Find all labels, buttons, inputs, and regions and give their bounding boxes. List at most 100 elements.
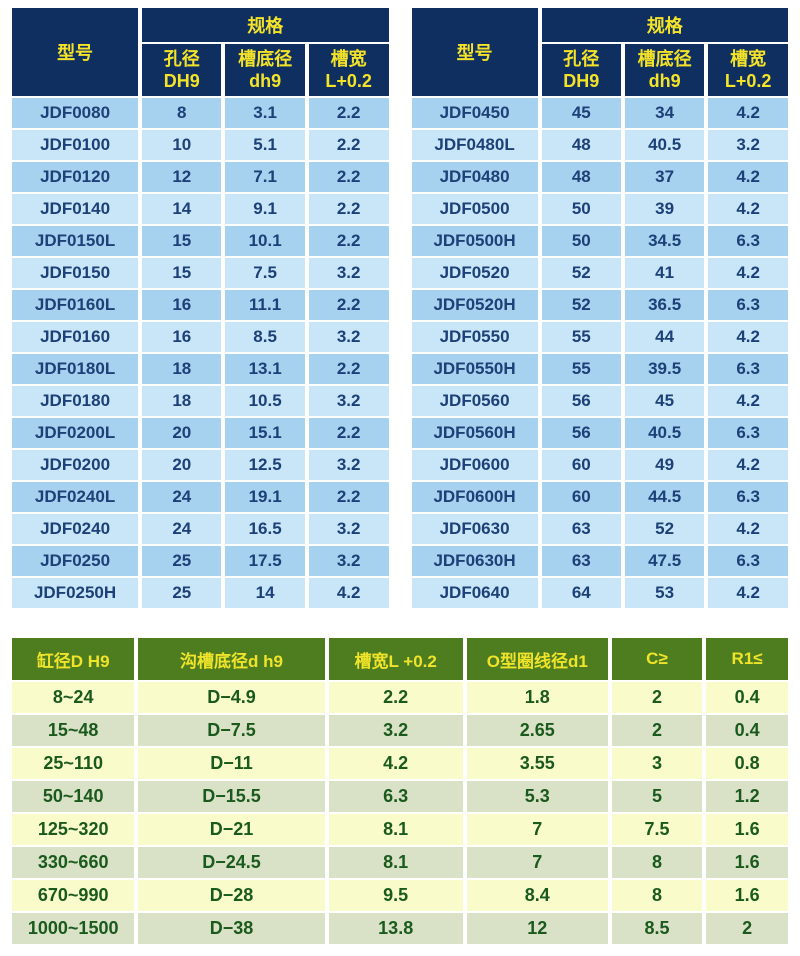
cell: 16 [138, 288, 226, 322]
cell: 40.5 [620, 128, 709, 162]
cell: JDF0160L [7, 288, 143, 322]
cell: 60 [537, 448, 625, 482]
cell: 39 [620, 192, 709, 226]
cell: 6.3 [704, 224, 792, 258]
cell: 4.2 [704, 96, 792, 130]
column-header-r1-max: R1≤ [702, 636, 792, 682]
table-row: 670~990 D−28 9.5 8.4 8 1.6 [7, 878, 792, 913]
cell: 7.1 [221, 160, 309, 194]
cell: 50 [537, 224, 625, 258]
table-row: JDF0480 48 37 4.2 [407, 160, 792, 194]
cell: 5.3 [462, 779, 612, 814]
cell: 15 [138, 256, 226, 290]
cell: D−4.9 [134, 680, 329, 715]
table-row: 1000~1500 D−38 13.8 12 8.5 2 [7, 911, 792, 946]
cell: 1.2 [702, 779, 792, 814]
cell: JDF0250H [7, 576, 143, 610]
table-row: JDF0550H 55 39.5 6.3 [407, 352, 792, 386]
table-row: 15~48 D−7.5 3.2 2.65 2 0.4 [7, 713, 792, 748]
cell: 3.1 [221, 96, 309, 130]
cell: JDF0150 [7, 256, 143, 290]
cell: 16 [138, 320, 226, 354]
column-header-bore-dia: 孔径 DH9 [537, 42, 625, 98]
cell: 2 [702, 911, 792, 946]
cell: D−28 [134, 878, 329, 913]
cell: JDF0630H [407, 544, 542, 578]
table-row: JDF0500H 50 34.5 6.3 [407, 224, 792, 258]
cell: JDF0180 [7, 384, 143, 418]
cell: 6.3 [704, 352, 792, 386]
cell: 125~320 [7, 812, 139, 847]
cell: 8.5 [221, 320, 309, 354]
cell: 4.2 [704, 448, 792, 482]
table-row: JDF0240 24 16.5 3.2 [7, 512, 393, 546]
cell: 670~990 [7, 878, 139, 913]
spec-table-right-body: JDF0450 45 34 4.2 JDF0480L 48 40.5 3.2 JDF0480 48… [407, 96, 792, 610]
cell: 48 [537, 160, 625, 194]
table-row: JDF0150L 15 10.1 2.2 [7, 224, 393, 258]
column-header-groove-bottom-dia: 槽底径 dh9 [221, 42, 309, 98]
cell: 34.5 [620, 224, 709, 258]
table-row: JDF0080 8 3.1 2.2 [7, 96, 393, 130]
cell: D−11 [134, 746, 329, 781]
cell: 41 [620, 256, 709, 290]
cell: 15 [138, 224, 226, 258]
cell: 60 [537, 480, 625, 514]
cell: 1.6 [702, 878, 792, 913]
table-row: JDF0240L 24 19.1 2.2 [7, 480, 393, 514]
cell: 19.1 [221, 480, 309, 514]
cell: 55 [537, 320, 625, 354]
cell: JDF0500H [407, 224, 542, 258]
cell: 6.3 [704, 480, 792, 514]
cell: JDF0150L [7, 224, 143, 258]
cell: 16.5 [221, 512, 309, 546]
cell: 5.1 [221, 128, 309, 162]
cell: 6.3 [704, 416, 792, 450]
cell: 2.2 [304, 96, 393, 130]
cell: 1000~1500 [7, 911, 139, 946]
cell: JDF0520H [407, 288, 542, 322]
cell: 11.1 [221, 288, 309, 322]
cell: JDF0560H [407, 416, 542, 450]
cell: 9.1 [221, 192, 309, 226]
table-row: JDF0480L 48 40.5 3.2 [407, 128, 792, 162]
cell: D−7.5 [134, 713, 329, 748]
cell: 50 [537, 192, 625, 226]
table-row: 330~660 D−24.5 8.1 7 8 1.6 [7, 845, 792, 880]
cell: 56 [537, 384, 625, 418]
cell: JDF0450 [407, 96, 542, 130]
cell: 40.5 [620, 416, 709, 450]
cell: 18 [138, 352, 226, 386]
cell: 10.1 [221, 224, 309, 258]
cell: 4.2 [704, 256, 792, 290]
table-row: 8~24 D−4.9 2.2 1.8 2 0.4 [7, 680, 792, 715]
cell: 2.2 [304, 352, 393, 386]
cell: 14 [221, 576, 309, 610]
cell: 48 [537, 128, 625, 162]
cell: 3.2 [704, 128, 792, 162]
column-header-groove-width: 槽宽 L+0.2 [704, 42, 792, 98]
spec-table-left-body: JDF0080 8 3.1 2.2 JDF0100 10 5.1 2.2 JDF0120 12 7.… [7, 96, 393, 610]
cell: 4.2 [704, 192, 792, 226]
spec-table-right-header: 型号 规格 孔径 DH9 槽底径 dh9 槽宽 L+0.2 [407, 6, 793, 98]
cell: JDF0630 [407, 512, 542, 546]
cell: 4.2 [704, 160, 792, 194]
cell: 63 [537, 544, 625, 578]
cell: 8~24 [7, 680, 139, 715]
cell: JDF0640 [407, 576, 542, 610]
cell: 2.65 [462, 713, 612, 748]
spec-table-left-header: 型号 规格 孔径 DH9 槽底径 dh9 槽宽 L+0.2 [7, 6, 393, 98]
cell: 8.1 [324, 812, 467, 847]
cell: 52 [537, 256, 625, 290]
cell: 12 [138, 160, 226, 194]
table-row: JDF0100 10 5.1 2.2 [7, 128, 393, 162]
cell: JDF0240L [7, 480, 143, 514]
cell: 2.2 [304, 128, 393, 162]
cell: 4.2 [324, 746, 467, 781]
table-row: JDF0180L 18 13.1 2.2 [7, 352, 393, 386]
cell: 25~110 [7, 746, 139, 781]
cell: JDF0550H [407, 352, 542, 386]
cell: JDF0550 [407, 320, 542, 354]
cell: JDF0480 [407, 160, 542, 194]
